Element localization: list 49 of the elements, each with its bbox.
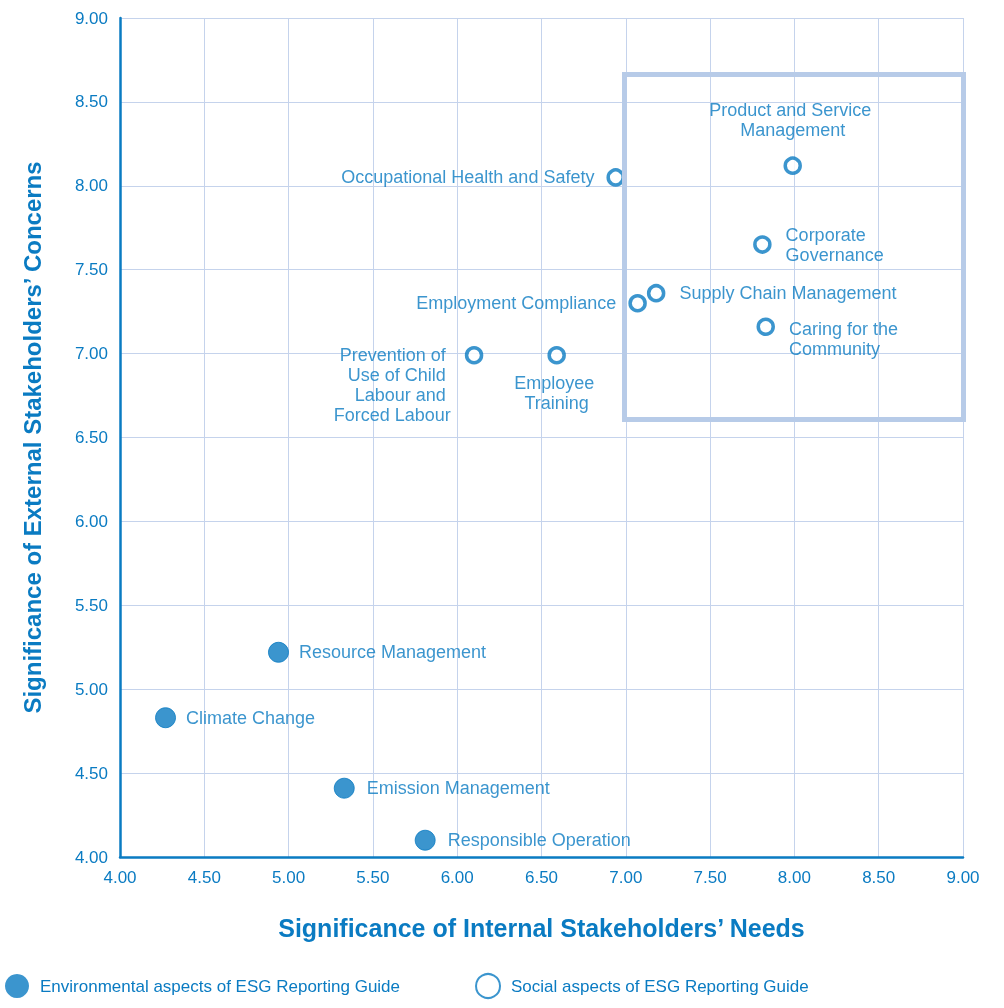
y-tick-label: 6.00 bbox=[74, 511, 108, 531]
annotation: Caring for the Community bbox=[788, 318, 904, 359]
annotation: Emission Management bbox=[366, 778, 550, 799]
x-tick-label: 8.50 bbox=[862, 868, 896, 887]
point bbox=[628, 294, 647, 313]
point bbox=[547, 346, 566, 365]
annotation: Supply Chain Management bbox=[679, 283, 897, 304]
y-tick-label: 8.50 bbox=[74, 92, 108, 112]
annotation: Occupational Health and Safety bbox=[341, 167, 595, 188]
point bbox=[753, 235, 772, 254]
x-tick-label: 9.00 bbox=[946, 868, 980, 887]
x-tick-label: 4.50 bbox=[187, 868, 221, 887]
annotation: Employment Compliance bbox=[416, 293, 617, 314]
annotation: Responsible Operation bbox=[447, 830, 631, 851]
point bbox=[783, 156, 802, 175]
x-tick-label: 6.00 bbox=[440, 868, 474, 887]
point bbox=[333, 777, 355, 799]
y-tick-label: 7.00 bbox=[74, 344, 108, 364]
x-tick-label: 5.00 bbox=[272, 868, 306, 887]
point bbox=[268, 641, 289, 663]
annotation: Resource Management bbox=[298, 642, 487, 663]
y-tick-label: 9.00 bbox=[74, 8, 108, 28]
x-tick-label: 6.50 bbox=[524, 868, 559, 887]
y-tick-label: 5.00 bbox=[74, 679, 108, 699]
annotation: Prevention of Use of Child Labour and Forced Labour bbox=[333, 345, 451, 426]
point bbox=[414, 829, 436, 851]
y-tick-label: 8.00 bbox=[74, 176, 108, 196]
annotation: Climate Change bbox=[186, 707, 316, 728]
x-tick-label: 7.50 bbox=[693, 868, 727, 887]
y-axis-title: Significance of External Stakeholders’ Concerns bbox=[18, 161, 46, 714]
y-tick-label: 4.50 bbox=[74, 763, 108, 783]
legend-label: Social aspects of ESG Reporting Guide bbox=[511, 976, 809, 996]
annotation: Employee Training bbox=[514, 372, 600, 413]
point bbox=[464, 346, 484, 365]
legend-label: Environmental aspects of ESG Reporting Guide bbox=[40, 976, 401, 996]
y-tick-label: 7.50 bbox=[74, 260, 108, 280]
x-tick-label: 4.00 bbox=[103, 868, 137, 887]
x-axis-title: Significance of Internal Stakeholders’ Needs bbox=[278, 913, 805, 942]
point bbox=[155, 707, 177, 729]
x-tick-label: 7.00 bbox=[609, 868, 643, 887]
y-tick-label: 6.50 bbox=[74, 428, 108, 447]
x-tick-label: 5.50 bbox=[356, 868, 390, 887]
x-tick-label: 8.00 bbox=[777, 868, 811, 887]
annotation: Corporate Governance bbox=[785, 224, 884, 265]
annotation: Product and Service Management bbox=[709, 100, 877, 141]
y-tick-label: 5.50 bbox=[74, 595, 108, 615]
point bbox=[646, 283, 666, 303]
y-tick-label: 4.00 bbox=[74, 847, 108, 867]
point bbox=[756, 317, 775, 336]
